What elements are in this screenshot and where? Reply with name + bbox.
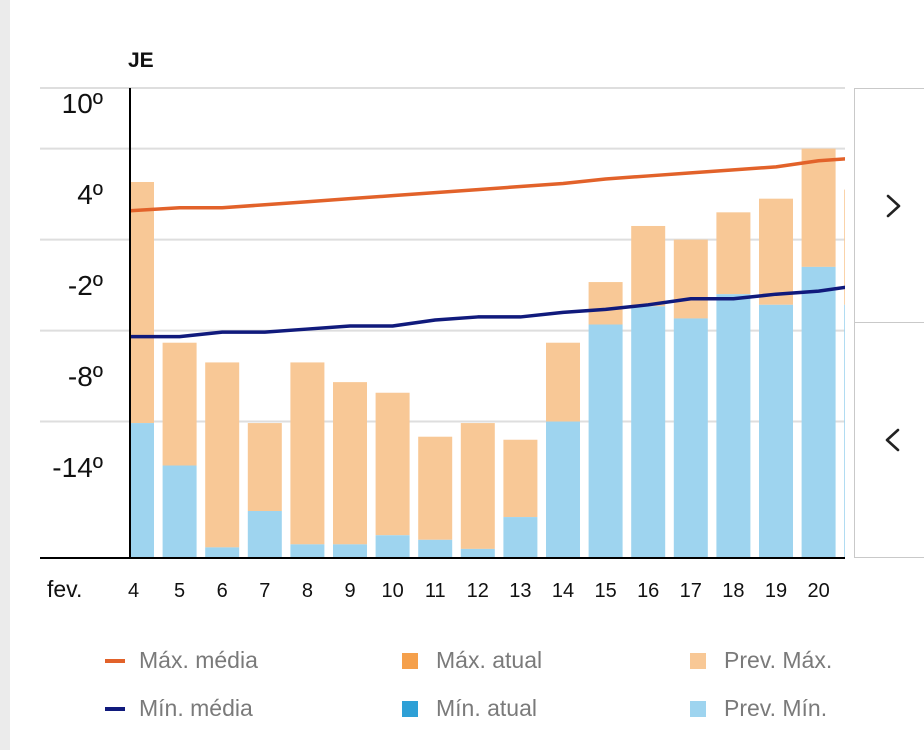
legend-item: Mín. atual [402, 695, 537, 722]
y-tick-label: 4º [77, 179, 103, 210]
legend-swatch [690, 700, 706, 717]
bar-prev-min [130, 423, 154, 558]
bar-prev-min [247, 511, 282, 558]
x-tick-label: 17 [680, 580, 702, 602]
x-tick-label: 14 [552, 580, 574, 602]
bar-prev-min [290, 544, 325, 558]
x-tick-label: 4 [128, 580, 139, 602]
bar-prev-max [205, 362, 240, 548]
legend-item: Prev. Máx. [690, 647, 832, 674]
legend-swatch [402, 700, 418, 717]
chart: JE 10º 4º -2º -8º -14º fev. 4 5 6 7 8 9 10 11 12 13 14 15… [40, 49, 845, 602]
legend-item: Prev. Mín. [690, 695, 827, 722]
legend-label: Prev. Máx. [724, 647, 833, 673]
legend-label: Mín. média [139, 695, 253, 721]
bar-prev-max [290, 362, 325, 545]
bar-prev-max [546, 342, 580, 422]
x-tick-label: 12 [467, 580, 489, 602]
legend-swatch [105, 658, 125, 663]
bar-prev-max [418, 436, 453, 540]
bar-prev-min [801, 266, 836, 558]
bar-prev-min [588, 324, 623, 558]
bar-prev-min [844, 304, 845, 558]
bar-prev-max [716, 212, 751, 295]
x-tick-label: 18 [722, 580, 744, 602]
bar-prev-max [375, 392, 410, 536]
bar-prev-max [130, 182, 154, 424]
bar-prev-max [631, 225, 666, 307]
legend-item: Mín. média [105, 695, 253, 722]
bar-prev-min [418, 539, 453, 558]
x-tick-label: 19 [765, 580, 787, 602]
x-tick-label: 5 [174, 580, 185, 602]
bar-prev-min [631, 306, 666, 558]
legend-label: Mín. atual [436, 695, 537, 721]
header-partial-label: JE [128, 49, 154, 72]
previous-period-button[interactable] [854, 322, 924, 558]
x-tick-label: 7 [259, 580, 270, 602]
y-tick-label: 10º [62, 88, 103, 119]
bar-prev-min [205, 547, 240, 558]
x-tick-label: 15 [594, 580, 616, 602]
bar-prev-min [503, 517, 538, 558]
bar-prev-min [759, 304, 793, 558]
chart-card: JE 10º 4º -2º -8º -14º fev. 4 5 6 7 8 9 10 11 12 13 14 15… [10, 0, 924, 750]
legend-swatch [402, 652, 418, 669]
line-min-media [130, 285, 845, 339]
bar-prev-max [460, 423, 495, 549]
bar-prev-max [588, 282, 623, 325]
x-tick-label: 6 [217, 580, 228, 602]
legend-swatch [690, 652, 706, 669]
line-max-media [130, 157, 845, 213]
x-tick-label: 16 [637, 580, 659, 602]
bar-prev-max [162, 342, 197, 466]
bar-prev-min [375, 535, 410, 558]
bar-prev-max [844, 189, 845, 305]
legend-label: Prev. Mín. [724, 695, 828, 721]
next-period-button[interactable] [854, 88, 924, 322]
bar-prev-max [503, 439, 538, 518]
bar-prev-max [673, 239, 708, 319]
x-tick-label: 10 [381, 580, 403, 602]
x-tick-label: 20 [807, 580, 829, 602]
bar-prev-max [801, 148, 836, 267]
bar-prev-max [247, 423, 282, 511]
x-tick-label: 9 [344, 580, 355, 602]
bar-prev-min [546, 421, 580, 558]
x-tick-label: 13 [509, 580, 531, 602]
y-tick-label: -8º [68, 361, 103, 392]
legend-label: Máx. média [139, 647, 258, 673]
bar-prev-max [759, 198, 793, 305]
bar-prev-min [716, 294, 751, 558]
bar-prev-min [333, 544, 367, 558]
x-tick-label: 8 [302, 580, 313, 602]
chevron-left-icon [885, 428, 900, 452]
bar-prev-min [673, 318, 708, 558]
chevron-right-icon [886, 194, 901, 217]
legend-item: Máx. atual [402, 647, 542, 674]
bar-prev-min [162, 465, 197, 558]
legend-item: Máx. média [105, 647, 258, 674]
bar-prev-min [460, 548, 495, 558]
x-axis-month-label: fev. [47, 576, 82, 602]
legend-label: Máx. atual [436, 647, 543, 673]
bar-prev-max [333, 382, 367, 545]
legend-swatch [105, 706, 125, 711]
y-tick-label: -2º [68, 270, 103, 301]
x-tick-label: 11 [425, 580, 446, 602]
y-tick-label: -14º [52, 452, 103, 483]
